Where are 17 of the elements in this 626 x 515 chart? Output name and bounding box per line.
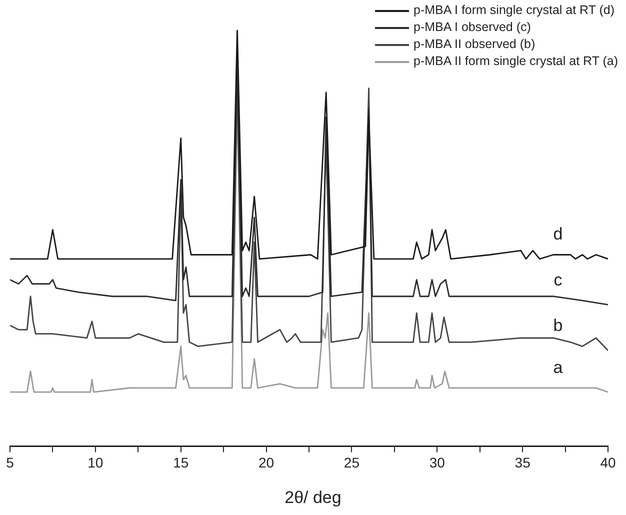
x-tick-label: 40 <box>600 454 616 470</box>
x-tick-label: 10 <box>88 454 104 470</box>
x-tick-label: 20 <box>258 454 274 470</box>
legend-label: p-MBA I observed (c) <box>414 19 531 36</box>
legend-label: p-MBA II observed (b) <box>414 36 536 53</box>
x-tick-label: 5 <box>6 454 14 470</box>
annotation: b <box>553 316 563 336</box>
x-tick-label: 25 <box>344 454 360 470</box>
annotation: c <box>554 270 563 290</box>
x-axis-title: 2θ/ deg <box>284 488 342 508</box>
legend-label: p-MBA I form single crystal at RT (d) <box>414 2 615 19</box>
x-tick-label: 15 <box>173 454 189 470</box>
x-tick-label: 35 <box>514 454 531 470</box>
legend-label: p-MBA II form single crystal at RT (a) <box>414 53 618 70</box>
annotation: d <box>553 224 563 244</box>
x-tick-label: 30 <box>429 454 446 470</box>
annotation: a <box>553 358 564 377</box>
